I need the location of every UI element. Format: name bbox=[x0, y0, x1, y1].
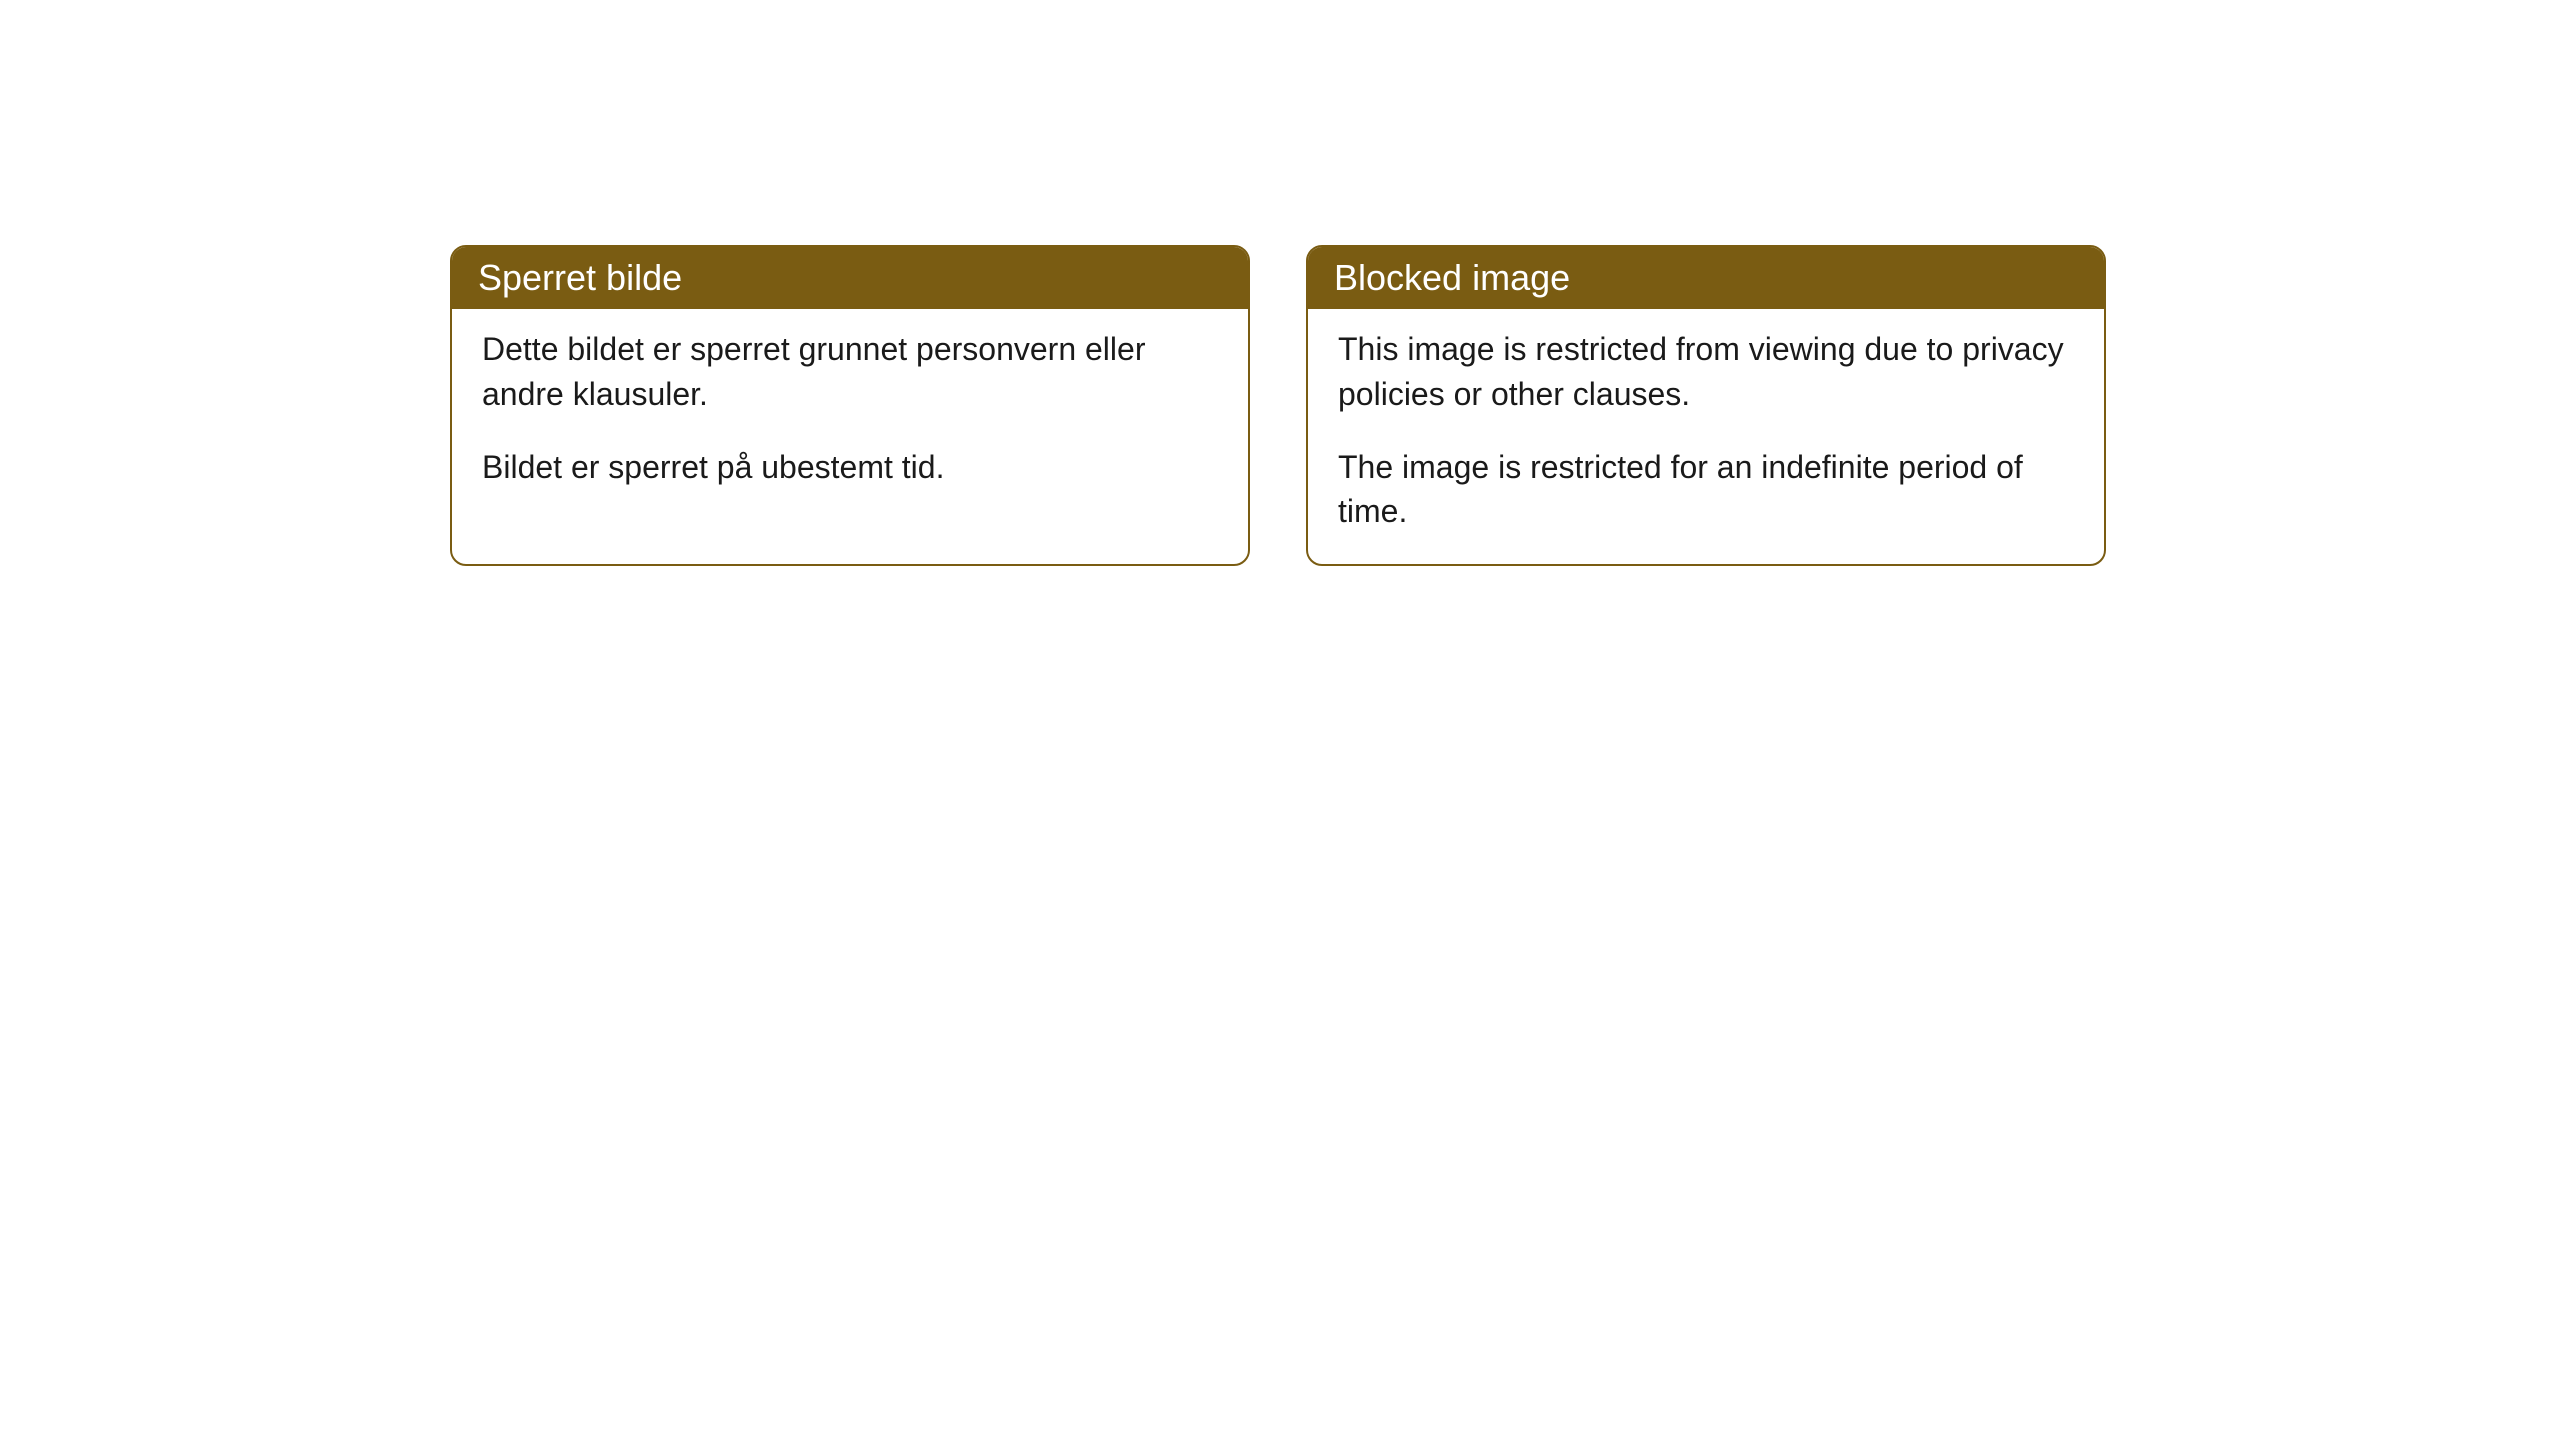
notice-card-english: Blocked image This image is restricted f… bbox=[1306, 245, 2106, 566]
card-body: This image is restricted from viewing du… bbox=[1308, 309, 2104, 564]
notice-cards-container: Sperret bilde Dette bildet er sperret gr… bbox=[450, 245, 2106, 566]
card-header: Blocked image bbox=[1308, 247, 2104, 309]
card-paragraph: This image is restricted from viewing du… bbox=[1338, 327, 2074, 417]
card-paragraph: Bildet er sperret på ubestemt tid. bbox=[482, 445, 1218, 490]
card-paragraph: Dette bildet er sperret grunnet personve… bbox=[482, 327, 1218, 417]
card-paragraph: The image is restricted for an indefinit… bbox=[1338, 445, 2074, 535]
card-body: Dette bildet er sperret grunnet personve… bbox=[452, 309, 1248, 519]
notice-card-norwegian: Sperret bilde Dette bildet er sperret gr… bbox=[450, 245, 1250, 566]
card-header: Sperret bilde bbox=[452, 247, 1248, 309]
